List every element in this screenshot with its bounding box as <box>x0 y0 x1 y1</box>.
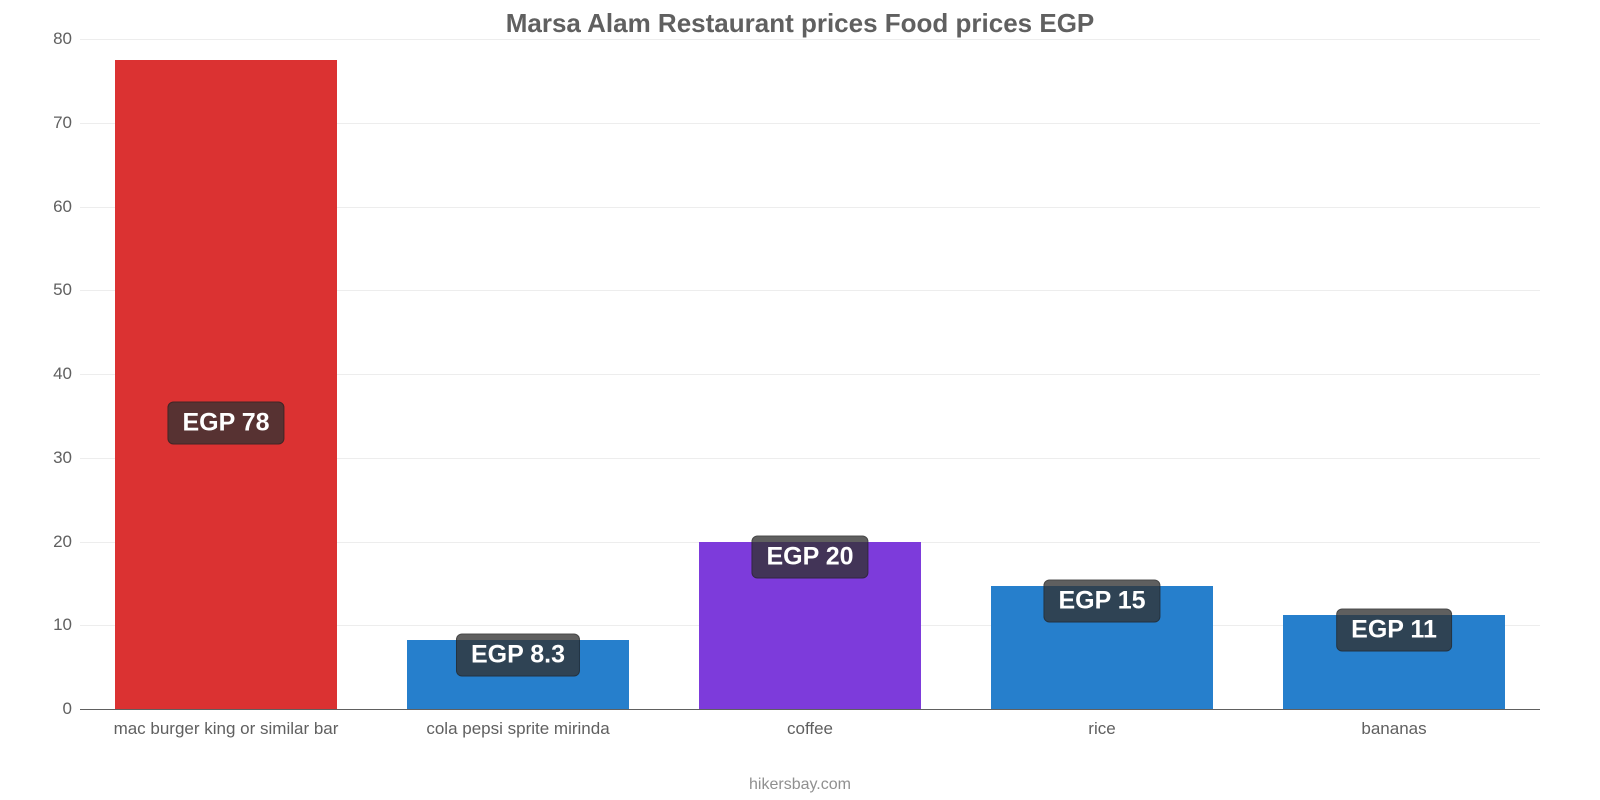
y-tick-label: 50 <box>53 280 80 300</box>
x-axis-labels: mac burger king or similar barcola pepsi… <box>80 709 1540 739</box>
y-tick-label: 30 <box>53 448 80 468</box>
plot-area: 01020304050607080 EGP 78EGP 8.3EGP 20EGP… <box>80 39 1540 709</box>
y-tick-label: 70 <box>53 113 80 133</box>
bar: EGP 11 <box>1283 615 1505 709</box>
bar-slot: EGP 15 <box>956 39 1248 709</box>
x-tick-label: rice <box>956 709 1248 739</box>
y-tick-label: 10 <box>53 615 80 635</box>
gridline <box>80 709 1540 710</box>
value-badge: EGP 20 <box>751 535 868 578</box>
x-tick-label: cola pepsi sprite mirinda <box>372 709 664 739</box>
y-tick-label: 40 <box>53 364 80 384</box>
bar: EGP 20 <box>699 542 921 710</box>
x-tick-label: coffee <box>664 709 956 739</box>
bar-slot: EGP 20 <box>664 39 956 709</box>
bar-slot: EGP 8.3 <box>372 39 664 709</box>
y-tick-label: 80 <box>53 29 80 49</box>
chart-title: Marsa Alam Restaurant prices Food prices… <box>50 0 1550 39</box>
bar: EGP 8.3 <box>407 640 629 710</box>
y-tick-label: 0 <box>63 699 80 719</box>
value-badge: EGP 78 <box>167 402 284 445</box>
value-badge: EGP 15 <box>1043 579 1160 622</box>
value-badge: EGP 11 <box>1336 609 1452 652</box>
price-chart: Marsa Alam Restaurant prices Food prices… <box>0 0 1600 800</box>
bar-slot: EGP 11 <box>1248 39 1540 709</box>
value-badge: EGP 8.3 <box>456 633 580 676</box>
bar-slot: EGP 78 <box>80 39 372 709</box>
bar: EGP 78 <box>115 60 337 709</box>
y-tick-label: 60 <box>53 197 80 217</box>
x-tick-label: mac burger king or similar bar <box>80 709 372 739</box>
bar: EGP 15 <box>991 586 1213 709</box>
y-tick-label: 20 <box>53 532 80 552</box>
credit-text: hikersbay.com <box>0 776 1600 794</box>
bars-row: EGP 78 EGP 8.3 EGP 20 EGP 15 EGP 11 <box>80 39 1540 709</box>
x-tick-label: bananas <box>1248 709 1540 739</box>
